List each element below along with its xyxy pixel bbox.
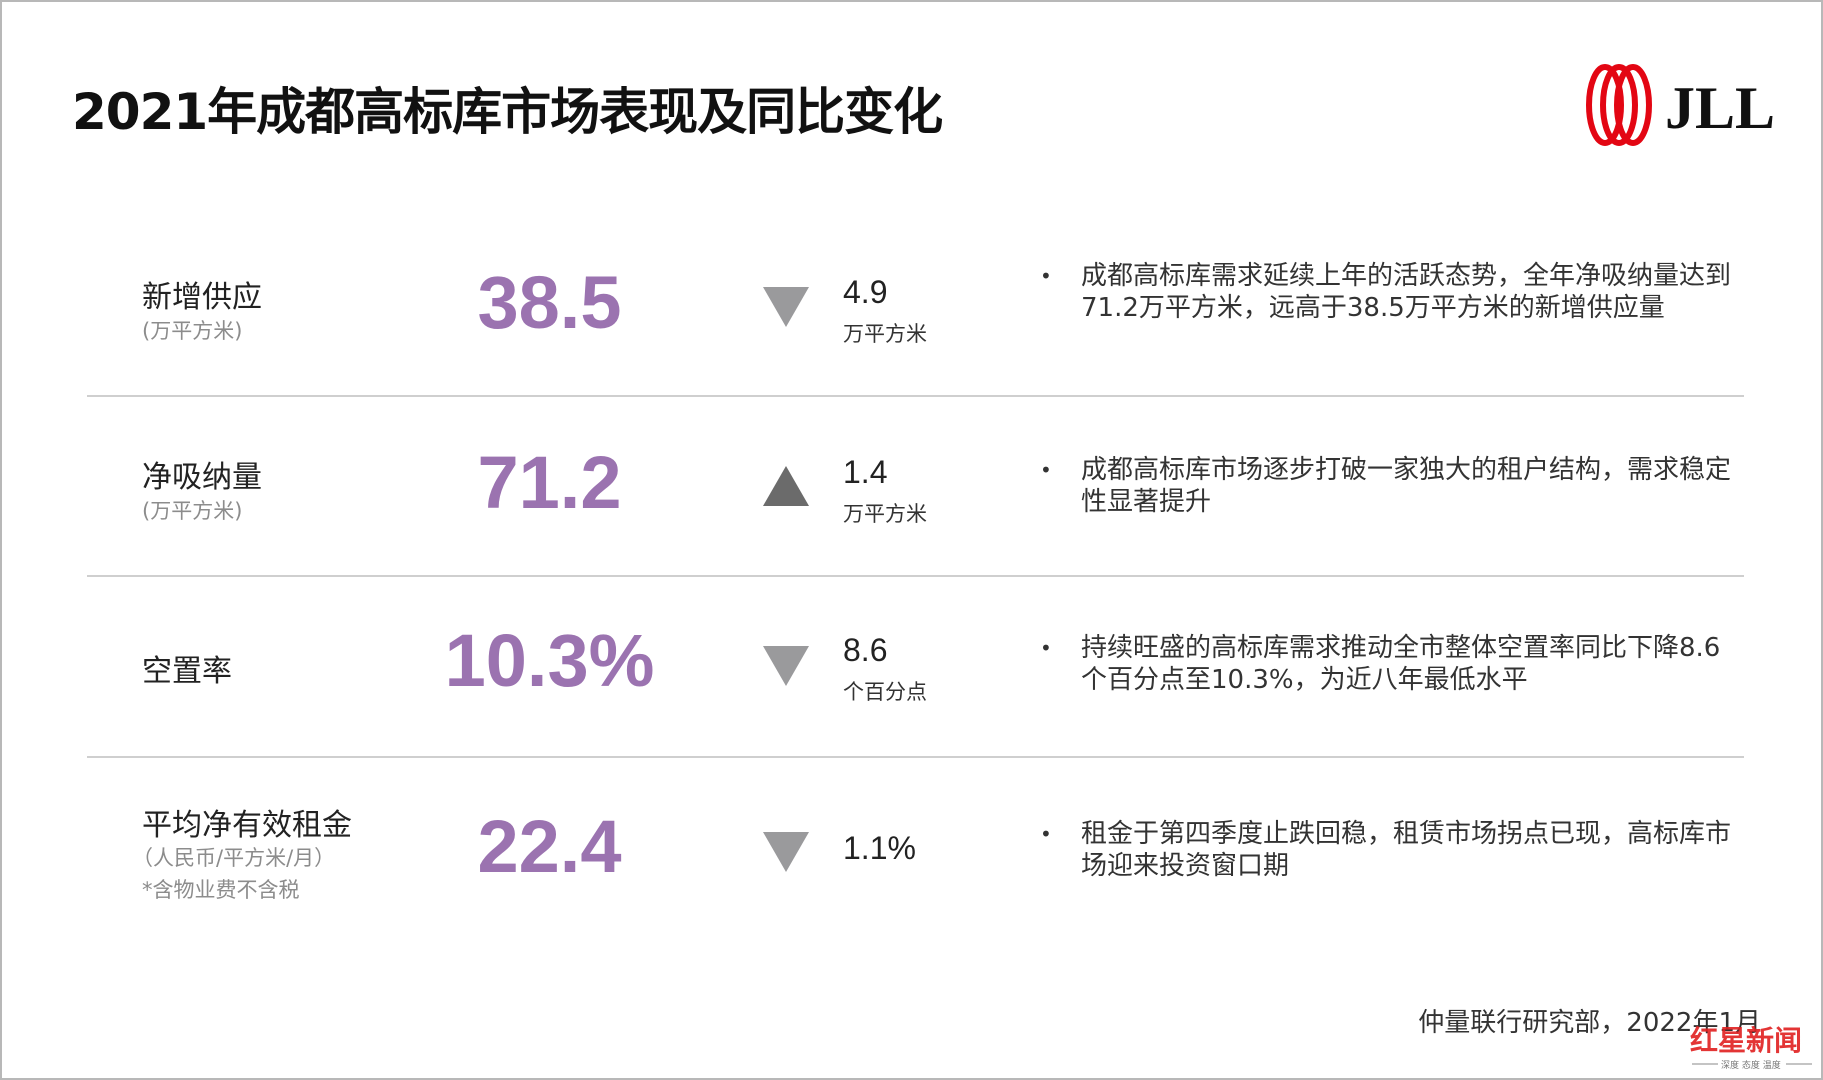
down-triangle-icon — [763, 832, 809, 872]
metric-row-vacancy-rate: 空置率 10.3% 8.6 个百分点 • 持续旺盛的高标库需求推动全市整体空置率… — [87, 618, 1744, 738]
metric-label: 平均净有效租金 — [142, 808, 352, 843]
metric-note: *含物业费不含税 — [142, 878, 300, 902]
metric-unit: (万平方米) — [142, 319, 243, 343]
metric-description: 租金于第四季度止跌回稳，租赁市场拐点已现，高标库市场迎来投资窗口期 — [1081, 819, 1732, 881]
svg-text:JLL: JLL — [1665, 75, 1773, 141]
row-divider — [87, 395, 1744, 397]
page-title: 2021年成都高标库市场表现及同比变化 — [72, 83, 943, 141]
metric-value: 71.2 — [477, 441, 622, 524]
metric-unit: （人民币/平方米/月） — [132, 846, 336, 870]
metric-row-net-absorption: 净吸纳量 (万平方米) 71.2 1.4 万平方米 • 成都高标库市场逐步打破一… — [87, 440, 1744, 560]
watermark-logo: 红星新闻 深度 态度 温度 — [1690, 1024, 1812, 1071]
change-unit: 万平方米 — [843, 502, 927, 526]
svg-text:红星新闻: 红星新闻 — [1690, 1024, 1802, 1057]
bullet: • — [1040, 458, 1052, 482]
change-value: 4.9 — [843, 274, 888, 310]
change-value: 1.4 — [843, 454, 888, 490]
source-footer: 仲量联行研究部，2022年1月 — [1418, 1008, 1761, 1038]
metric-description: 持续旺盛的高标库需求推动全市整体空置率同比下降8.6个百分点至10.3%，为近八… — [1081, 633, 1721, 695]
metric-label: 净吸纳量 — [142, 460, 262, 495]
metric-label: 空置率 — [142, 654, 232, 689]
metric-value: 38.5 — [477, 261, 622, 344]
metric-description: 成都高标库市场逐步打破一家独大的租户结构，需求稳定性显著提升 — [1081, 455, 1732, 517]
metric-unit: (万平方米) — [142, 499, 243, 523]
jll-logo: JLL — [1586, 64, 1773, 146]
up-triangle-icon — [763, 466, 809, 506]
metric-value: 22.4 — [477, 805, 622, 888]
change-value: 8.6 — [843, 632, 888, 668]
bullet: • — [1040, 264, 1052, 288]
down-triangle-icon — [763, 287, 809, 327]
bullet: • — [1040, 822, 1052, 846]
metric-row-average-rent: 平均净有效租金 （人民币/平方米/月） *含物业费不含税 22.4 1.1% •… — [87, 800, 1744, 910]
change-unit: 个百分点 — [843, 680, 927, 704]
change-unit: 万平方米 — [843, 322, 927, 346]
metric-value: 10.3% — [444, 619, 655, 702]
metric-row-new-supply: 新增供应 (万平方米) 38.5 4.9 万平方米 • 成都高标库需求延续上年的… — [87, 260, 1744, 380]
down-triangle-icon — [763, 646, 809, 686]
row-divider — [87, 756, 1744, 758]
metric-description: 成都高标库需求延续上年的活跃态势，全年净吸纳量达到71.2万平方米，远高于38.… — [1081, 261, 1732, 323]
change-value: 1.1% — [843, 830, 916, 866]
svg-text:深度 态度 温度: 深度 态度 温度 — [1721, 1059, 1781, 1071]
row-divider — [87, 575, 1744, 577]
metric-label: 新增供应 — [142, 280, 262, 315]
bullet: • — [1040, 636, 1052, 660]
